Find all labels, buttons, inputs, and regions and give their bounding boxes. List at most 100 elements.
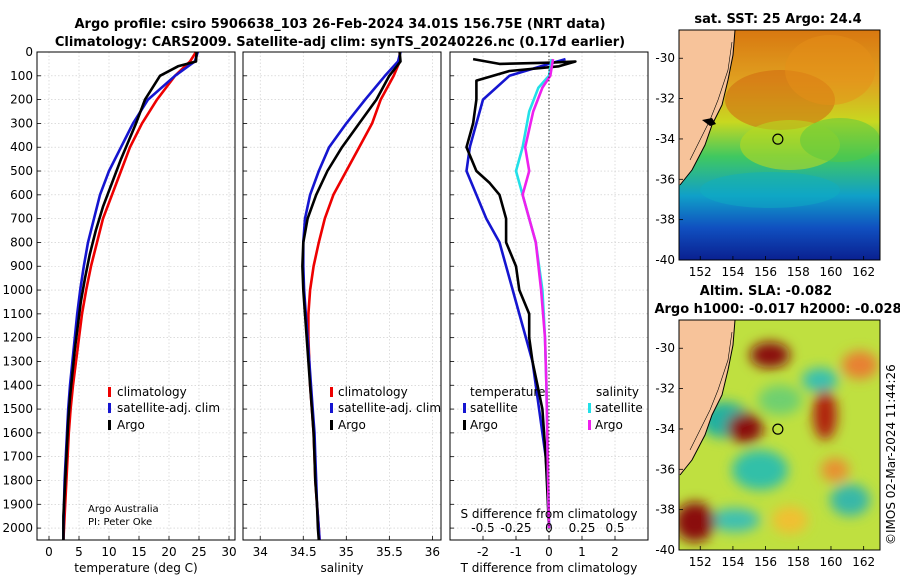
sla-map-title: Altim. SLA: -0.082 (700, 284, 832, 299)
t-difference-xlabel: T difference from climatology (460, 561, 638, 575)
legend-swatch-t-satellite (463, 403, 466, 413)
sla-low (758, 385, 802, 415)
legend-argo: Argo (338, 418, 366, 432)
map-x-tick-label: 152 (689, 555, 712, 569)
legend-swatch-satellite (108, 403, 111, 413)
legend-swatch-t-argo (463, 420, 466, 430)
series-line-temperature-argo (465, 57, 577, 529)
y-tick-label: 700 (10, 212, 33, 226)
legend-climatology: climatology (117, 385, 187, 399)
x-tick-label: 0 (545, 545, 553, 559)
y-tick-label: 500 (10, 164, 33, 178)
salinity-xlabel: salinity (320, 561, 363, 575)
legend-climatology: climatology (338, 385, 408, 399)
map-y-tick-label: -32 (655, 92, 675, 106)
sla-map-subtitle: Argo h1000: -0.017 h2000: -0.028 (654, 302, 900, 317)
x-tick-label: 20 (161, 545, 176, 559)
x-tick-label: 25 (191, 545, 206, 559)
map-y-tick-label: -40 (655, 253, 675, 267)
y-tick-label: 1200 (2, 331, 33, 345)
temperature-xlabel: temperature (deg C) (74, 561, 197, 575)
x-tick-label: 36 (425, 545, 440, 559)
sst-cool-band (700, 172, 840, 208)
sla-high (772, 506, 808, 534)
sla-high (813, 390, 837, 440)
x-tick-label: 30 (221, 545, 236, 559)
x2-tick-label: 0 (545, 521, 553, 535)
salinity-plot-area (243, 52, 441, 540)
x-tick-label: 10 (101, 545, 116, 559)
map-x-tick-label: 160 (820, 265, 843, 279)
sla-axes-box (678, 319, 881, 551)
x-tick-label: 34 (253, 545, 268, 559)
legend-s-satellite: satellite (595, 401, 643, 415)
y-tick-label: 0 (25, 45, 33, 59)
x2-tick-label: -0.5 (471, 521, 494, 535)
map-x-tick-label: 156 (754, 265, 777, 279)
x-tick-label: 2 (611, 545, 619, 559)
legend-swatch-climatology (330, 387, 333, 397)
title-line-1: Argo profile: csiro 5906638_103 26-Feb-2… (74, 17, 605, 32)
legend-title-temperature: temperature (470, 385, 545, 399)
legend-swatch-s-satellite (588, 403, 591, 413)
x-tick-label: 15 (131, 545, 146, 559)
sst-warm-patch (785, 35, 875, 105)
y-tick-label: 800 (10, 235, 33, 249)
x-tick-label: 35.5 (376, 545, 403, 559)
y-tick-label: 300 (10, 116, 33, 130)
sla-low (830, 484, 870, 516)
sla-low (802, 368, 838, 392)
sla-low (732, 450, 788, 490)
map-x-tick-label: 158 (787, 265, 810, 279)
difference-legend: temperature satellite Argo salinity sate… (463, 385, 643, 432)
y-tick-label: 600 (10, 188, 33, 202)
temperature-panel: 0100200300400500600700800900100011001200… (2, 45, 236, 575)
x-tick-label: 5 (75, 545, 83, 559)
argo-float-marker (772, 423, 784, 435)
y-tick-label: 1500 (2, 402, 33, 416)
sst-map-panel: sat. SST: 25 Argo: 24.4 152 154 156 158 160 1… (655, 12, 881, 279)
map-y-tick-label: -38 (655, 213, 675, 227)
map-x-tick-label: 162 (852, 555, 875, 569)
x-tick-label: 35 (339, 545, 354, 559)
sst-land (679, 30, 735, 185)
sla-high (842, 351, 878, 379)
map-x-tick-label: 160 (820, 555, 843, 569)
y-tick-label: 1700 (2, 450, 33, 464)
map-x-tick-label: 152 (689, 265, 712, 279)
credit: Argo Australia (88, 504, 159, 515)
map-y-tick-label: -36 (655, 462, 675, 476)
legend-swatch-climatology (108, 387, 111, 397)
y-tick-label: 1000 (2, 283, 33, 297)
salinity-panel: 34 34.5 35 35.5 36 salinity climatology sate… (242, 51, 442, 575)
sst-isobath (689, 41, 733, 161)
imos-stamp: ©IMOS 02-Mar-2024 11:44:26 (884, 364, 898, 545)
map-y-tick-label: -32 (655, 382, 675, 396)
sst-coastline (679, 30, 736, 186)
y-tick-label: 1400 (2, 378, 33, 392)
argo-float-marker (772, 133, 784, 145)
difference-panel: -2 -1 0 1 2 -0.5 -0.25 0 0.25 0.5 S difference f… (449, 51, 649, 575)
y-tick-label: 1800 (2, 473, 33, 487)
y-tick-label: 200 (10, 93, 33, 107)
s-difference-xlabel: S difference from climatology (461, 507, 638, 521)
x-tick-label: -2 (477, 545, 489, 559)
map-x-tick-label: 158 (787, 555, 810, 569)
x2-tick-label: 0.5 (605, 521, 624, 535)
x-tick-label: 34.5 (290, 545, 317, 559)
legend-argo: Argo (117, 418, 145, 432)
series-line-salinity-argo (521, 58, 555, 529)
map-x-tick-label: 154 (721, 555, 744, 569)
y-tick-label: 1600 (2, 426, 33, 440)
salinity-legend: climatology satellite-adj. clim Argo (330, 385, 441, 432)
sla-high (679, 502, 715, 542)
legend-swatch-satellite (330, 403, 333, 413)
sla-land (679, 320, 735, 475)
map-x-tick-label: 162 (852, 265, 875, 279)
sla-map-image (679, 320, 880, 550)
map-y-tick-label: -40 (655, 543, 675, 557)
sla-low (710, 508, 760, 532)
x2-tick-label: -0.25 (500, 521, 531, 535)
temperature-legend: climatology satellite-adj. clim Argo (108, 385, 220, 432)
